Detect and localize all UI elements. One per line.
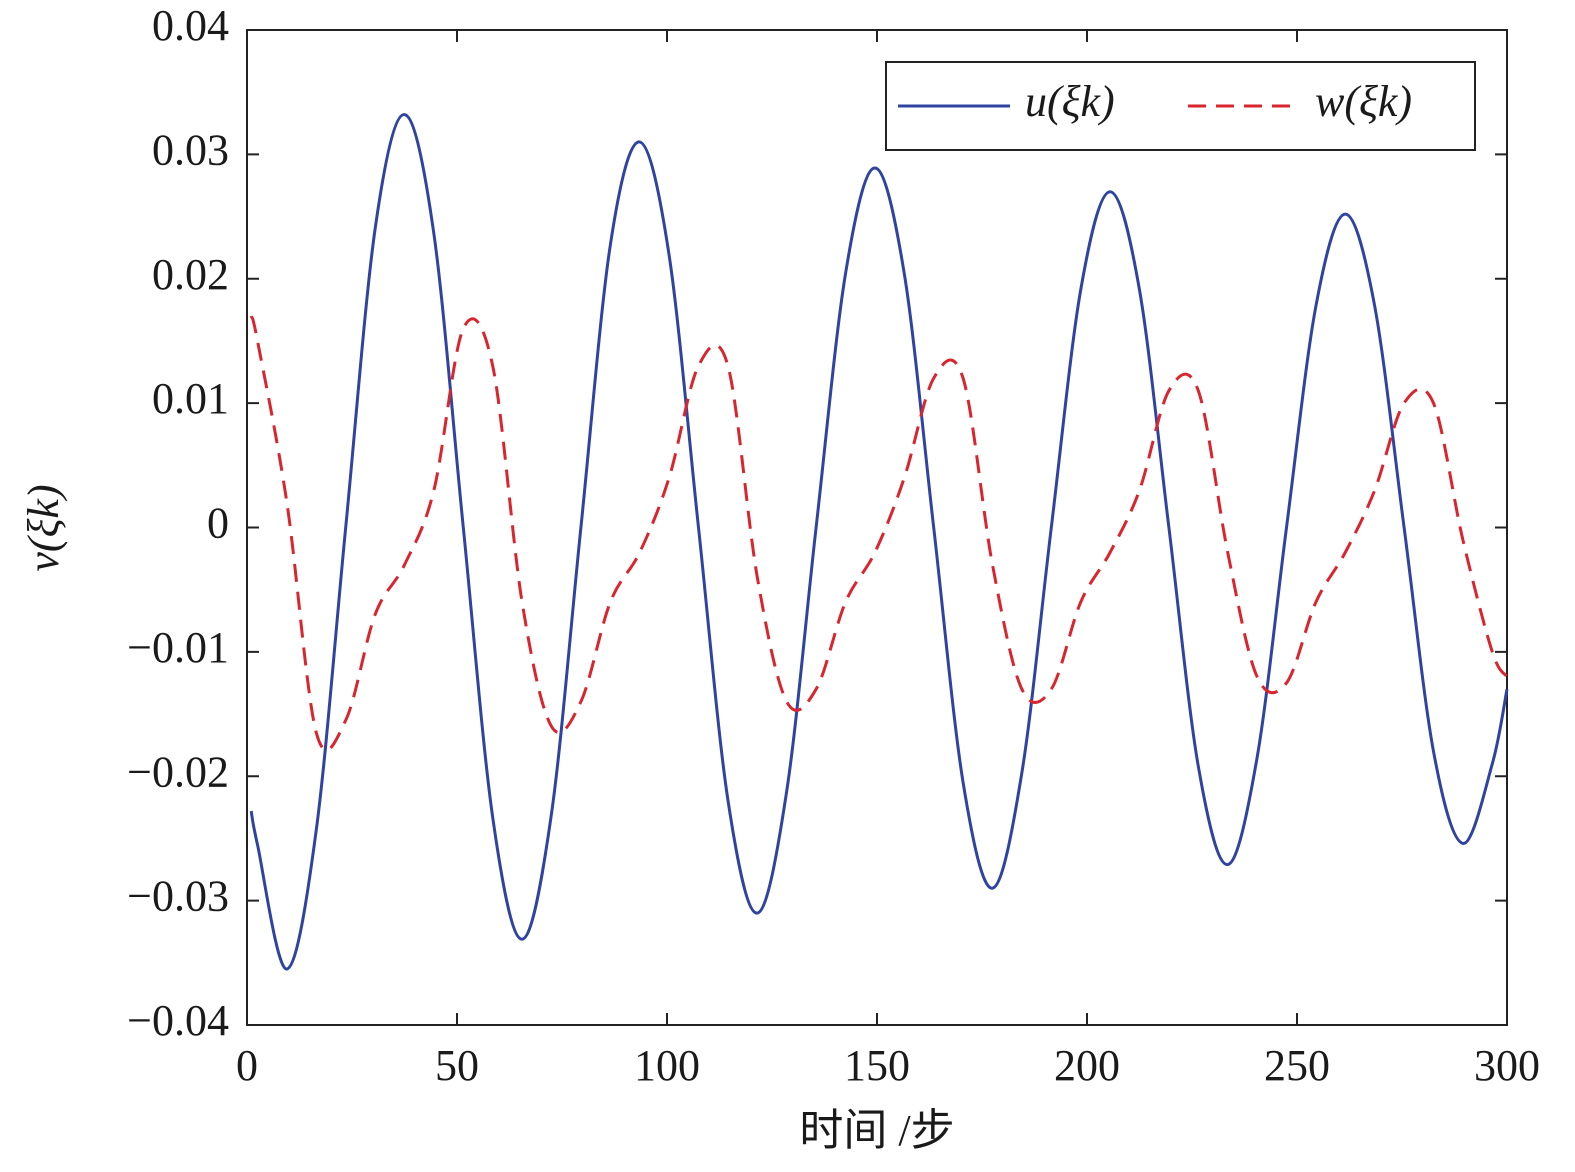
x-tick-label: 0 — [236, 1041, 258, 1090]
y-tick-label: 0.02 — [152, 250, 229, 299]
y-tick-label: 0 — [207, 499, 229, 548]
line-series — [249, 113, 1509, 971]
x-tick-label: 300 — [1474, 1041, 1540, 1090]
y-tick-label: −0.03 — [127, 872, 229, 921]
plot-frame — [246, 29, 1508, 1026]
x-tick-label: 150 — [844, 1041, 910, 1090]
y-tick-label: 0.03 — [152, 125, 229, 174]
x-tick-label: 100 — [634, 1041, 700, 1090]
x-tick-label: 50 — [435, 1041, 479, 1090]
y-axis-label: v(ξk) — [19, 484, 68, 571]
line-series — [249, 315, 1509, 752]
y-tick-label: −0.01 — [127, 623, 229, 672]
x-axis-label: 时间 /步 — [799, 1106, 954, 1155]
y-tick-label: −0.04 — [127, 996, 229, 1045]
y-tick-label: −0.02 — [127, 747, 229, 796]
legend-label: u(ξk) — [1025, 77, 1115, 126]
x-tick-label: 200 — [1054, 1041, 1120, 1090]
y-tick-label: 0.01 — [152, 374, 229, 423]
legend-label: w(ξk) — [1315, 77, 1412, 126]
x-tick-label: 250 — [1264, 1041, 1330, 1090]
y-tick-label: 0.04 — [152, 1, 229, 50]
